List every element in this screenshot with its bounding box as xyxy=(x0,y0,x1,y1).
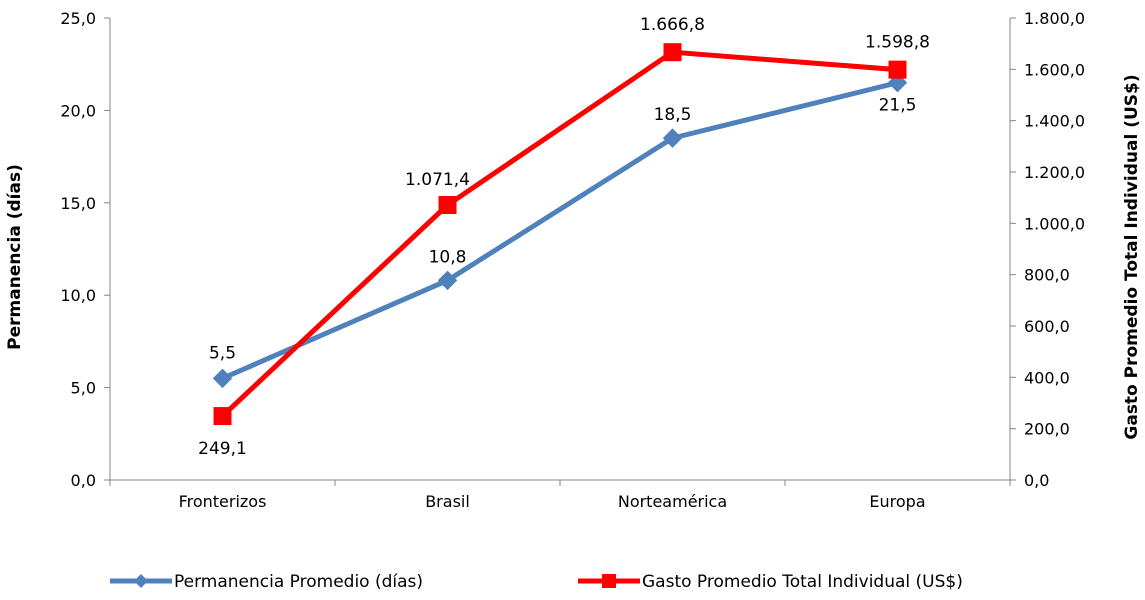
x-tick-label: Brasil xyxy=(425,492,470,511)
square-marker xyxy=(888,60,907,79)
right-tick-label: 1.200,0 xyxy=(1024,163,1085,182)
data-label: 1.071,4 xyxy=(405,170,470,190)
right-tick-label: 800,0 xyxy=(1024,266,1070,285)
legend-label: Permanencia Promedio (días) xyxy=(174,572,423,592)
legend: Permanencia Promedio (días) Gasto Promedi… xyxy=(110,572,963,592)
right-tick-label: 400,0 xyxy=(1024,368,1070,387)
diamond-marker xyxy=(437,270,458,291)
series-gasto: 249,1 1.071,4 1.666,8 1.598,8 xyxy=(198,15,930,459)
right-tick-label: 1.000,0 xyxy=(1024,214,1085,233)
data-label: 10,8 xyxy=(429,247,467,267)
data-label: 21,5 xyxy=(879,96,917,116)
right-tick-label: 200,0 xyxy=(1024,420,1070,439)
diamond-marker xyxy=(212,368,233,389)
data-label: 18,5 xyxy=(654,105,692,125)
data-label: 1.598,8 xyxy=(865,33,930,53)
right-tick-label: 1.800,0 xyxy=(1024,9,1085,28)
series-line xyxy=(220,49,898,418)
left-tick-label: 0,0 xyxy=(71,471,96,490)
series-group: 5,5 10,8 18,5 21,5 249,1 1.071,4 1.666,8 1.598,… xyxy=(198,15,930,459)
legend-square-marker xyxy=(602,574,616,588)
x-tick-label: Europa xyxy=(869,492,925,511)
left-axis-ticks: 0,0 5,0 10,0 15,0 20,0 25,0 xyxy=(60,9,110,490)
left-tick-label: 25,0 xyxy=(60,9,96,28)
series-line xyxy=(221,80,899,381)
square-marker xyxy=(663,43,682,62)
legend-item: Permanencia Promedio (días) xyxy=(110,572,423,592)
diamond-marker xyxy=(662,128,683,148)
right-tick-label: 0,0 xyxy=(1024,471,1049,490)
left-tick-label: 20,0 xyxy=(60,101,96,120)
left-tick-label: 15,0 xyxy=(60,194,96,213)
data-label: 5,5 xyxy=(209,343,236,363)
data-label: 249,1 xyxy=(198,439,247,459)
legend-item: Gasto Promedio Total Individual (US$) xyxy=(578,572,963,592)
right-tick-label: 1.400,0 xyxy=(1024,112,1085,131)
square-marker xyxy=(213,407,232,426)
left-tick-label: 5,0 xyxy=(71,379,96,398)
x-tick-label: Norteamérica xyxy=(618,492,727,511)
left-tick-label: 10,0 xyxy=(60,286,96,305)
series-permanencia: 5,5 10,8 18,5 21,5 xyxy=(209,72,917,389)
x-tick-label: Fronterizos xyxy=(179,492,267,511)
legend-label: Gasto Promedio Total Individual (US$) xyxy=(642,572,963,592)
data-label: 1.666,8 xyxy=(640,15,705,35)
right-axis-ticks: 0,0 200,0 400,0 600,0 800,0 1.000,0 1.200,0 1.4… xyxy=(1010,9,1085,490)
right-axis-title: Gasto Promedio Total Individual (US$) xyxy=(1122,74,1142,439)
right-tick-label: 1.600,0 xyxy=(1024,60,1085,79)
category-axis-ticks: Fronterizos Brasil Norteamérica Europa xyxy=(109,480,1011,511)
legend-diamond-marker xyxy=(134,574,148,588)
square-marker xyxy=(438,196,457,215)
right-tick-label: 600,0 xyxy=(1024,317,1070,336)
left-axis-title: Permanencia (días) xyxy=(5,164,25,350)
